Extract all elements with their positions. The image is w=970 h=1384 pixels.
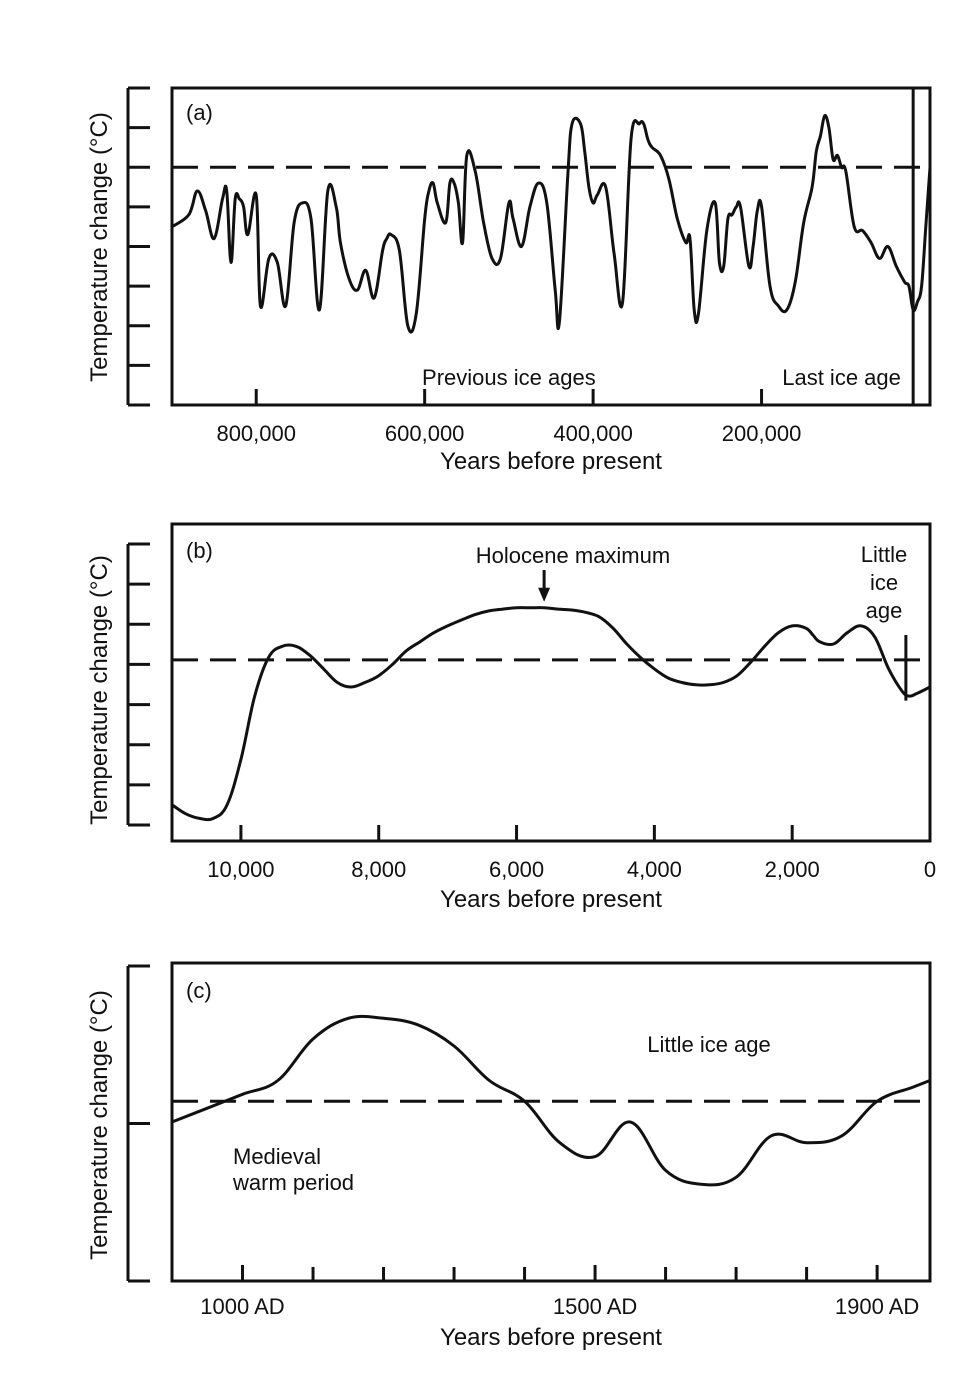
x-tick-label-c: 1000 AD	[200, 1294, 284, 1319]
annotation-last-ice-age: Last ice age	[782, 365, 901, 390]
y-axis-c	[126, 964, 150, 1283]
x-axis-label-a: Years before present	[440, 448, 662, 475]
x-tick-label-a: 800,000	[216, 421, 296, 446]
plot-frame-c	[170, 961, 932, 1283]
little-ice-age-word: Little	[861, 542, 907, 567]
annotation-warm-period: warm period	[232, 1170, 354, 1195]
holocene-arrow-icon	[538, 587, 551, 602]
x-axis-a: 800,000 600,000 400,000 200,000	[216, 389, 801, 446]
x-tick-label-a: 200,000	[722, 421, 802, 446]
annotation-previous-ice-ages: Previous ice ages	[422, 365, 596, 390]
annotation-little-ice-age-c: Little ice age	[647, 1032, 771, 1057]
x-axis-b: 10,000 8,000 6,000 4,000 2,000 0	[207, 825, 936, 882]
x-tick-label-b: 4,000	[627, 857, 682, 882]
x-tick-label-c: 1500 AD	[553, 1294, 637, 1319]
x-tick-label-c: 1900 AD	[835, 1294, 919, 1319]
y-axis-label-a: Temperature change (°C)	[86, 112, 113, 382]
temperature-curve-b	[170, 606, 932, 822]
x-axis-label-c: Years before present	[440, 1324, 662, 1351]
panel-c: 1000 AD 1500 AD 1900 AD (c) Little ice age…	[86, 961, 932, 1351]
panel-label-c: (c)	[186, 978, 212, 1003]
x-tick-label-b: 6,000	[489, 857, 544, 882]
plot-frame-a	[170, 86, 932, 407]
y-axis-b	[126, 542, 150, 827]
little-ice-age-word: ice	[870, 570, 898, 595]
x-tick-label-b: 8,000	[351, 857, 406, 882]
annotation-medieval: Medieval	[233, 1144, 321, 1169]
panel-label-b: (b)	[186, 538, 213, 563]
panel-label-a: (a)	[186, 100, 213, 125]
little-ice-age-word: age	[866, 598, 903, 623]
x-tick-label-b: 10,000	[207, 857, 274, 882]
x-tick-label-a: 600,000	[385, 421, 465, 446]
temperature-curve-a	[170, 113, 932, 334]
y-axis-label-b: Temperature change (°C)	[86, 555, 113, 825]
y-axis-label-c: Temperature change (°C)	[86, 990, 113, 1260]
x-axis-c: 1000 AD 1500 AD 1900 AD	[200, 1265, 919, 1319]
x-axis-label-b: Years before present	[440, 886, 662, 913]
temperature-curve-c	[170, 1014, 932, 1187]
x-tick-label-b: 2,000	[765, 857, 820, 882]
plot-frame-b	[170, 522, 932, 843]
annotation-holocene-maximum: Holocene maximum	[476, 543, 670, 568]
x-tick-label-a: 400,000	[553, 421, 633, 446]
x-tick-label-b: 0	[924, 857, 936, 882]
annotation-little-ice-age: Little ice age	[861, 542, 907, 623]
panel-a: 800,000 600,000 400,000 200,000 (a) Previou…	[86, 86, 932, 475]
panel-b: 10,000 8,000 6,000 4,000 2,000 0 (b) Holocene…	[86, 522, 936, 913]
y-axis-a	[126, 86, 150, 407]
